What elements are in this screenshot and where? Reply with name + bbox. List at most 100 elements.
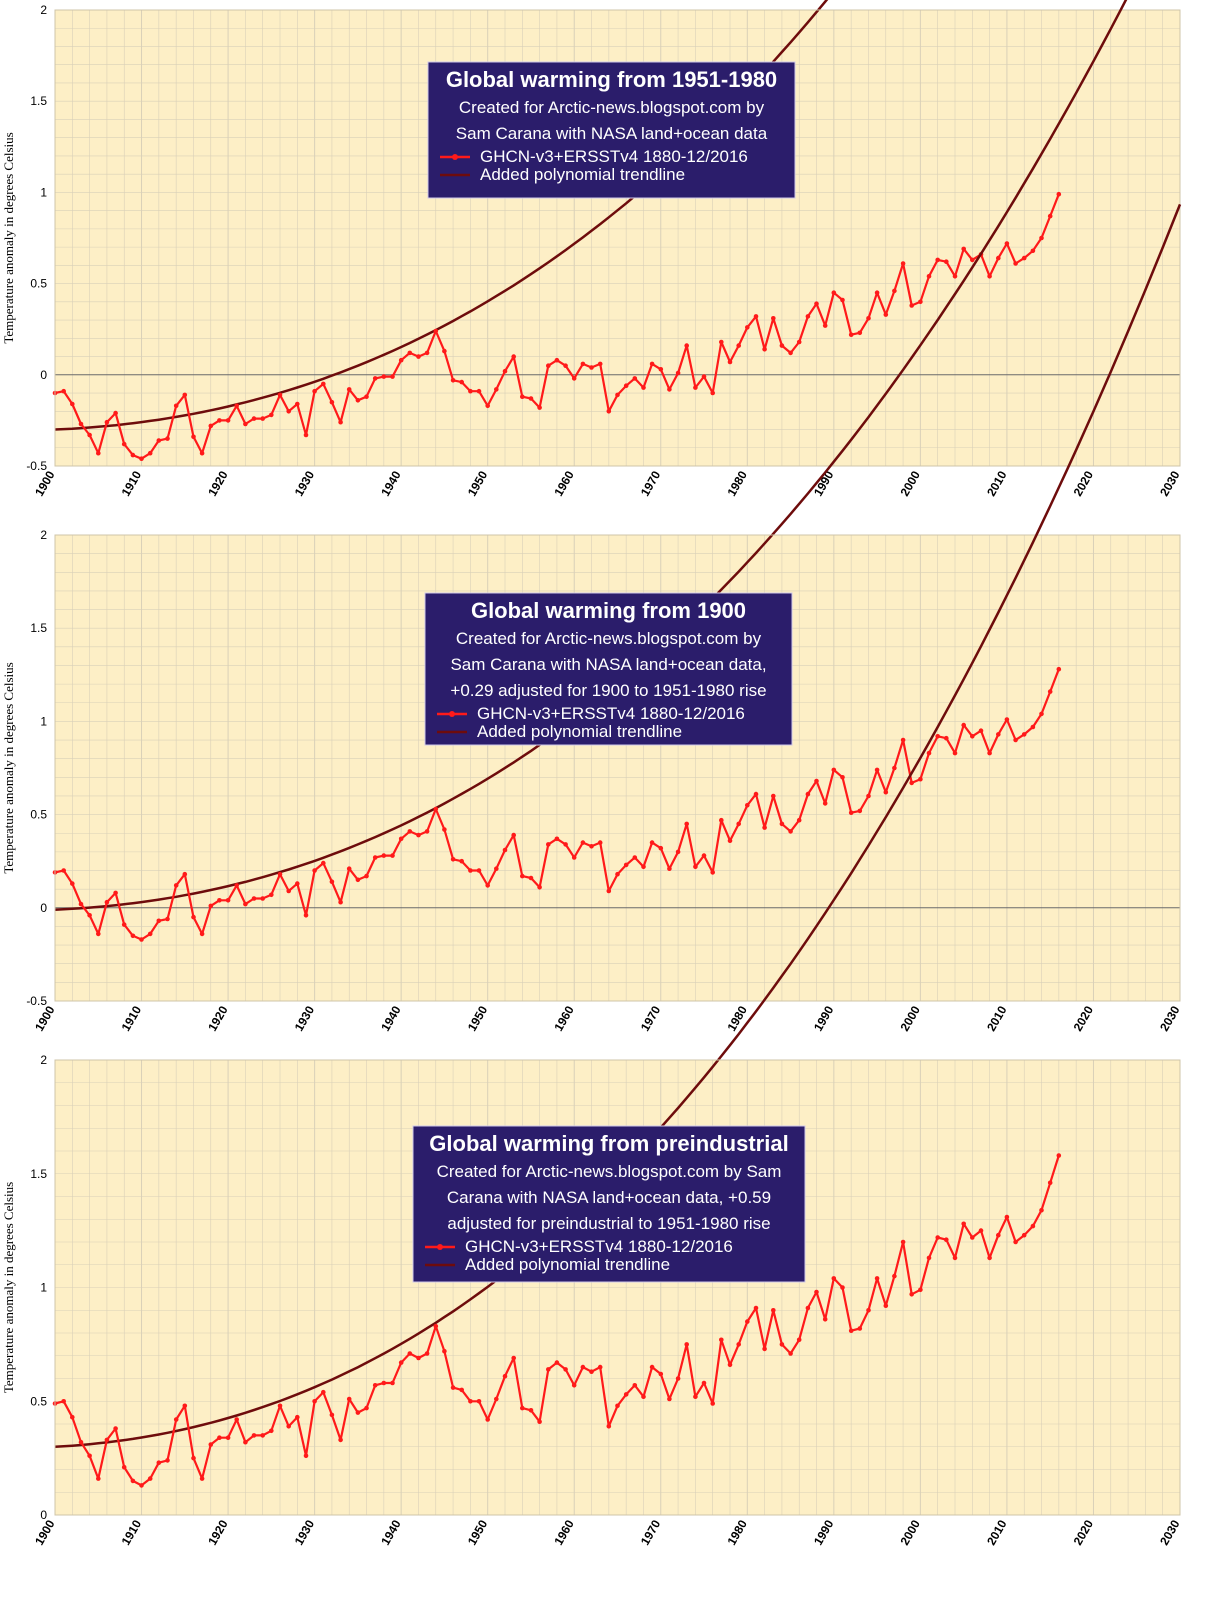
- data-point: [286, 1424, 292, 1429]
- x-tick-label: 1940: [378, 468, 404, 498]
- data-point: [779, 343, 785, 348]
- data-point: [926, 750, 932, 756]
- trendline-series: [54, 0, 829, 431]
- data-point: [623, 383, 629, 389]
- data-point: [1039, 711, 1044, 717]
- data-point: [1004, 241, 1010, 246]
- data-point: [217, 1435, 222, 1440]
- data-point: [649, 1364, 655, 1370]
- data-point: [710, 870, 715, 875]
- data-point: [762, 825, 767, 830]
- data-point: [442, 827, 447, 832]
- data-point: [321, 381, 326, 387]
- data-point: [182, 392, 188, 398]
- data-point: [883, 789, 889, 795]
- data-point: [649, 361, 655, 367]
- data-point: [606, 409, 612, 414]
- data-point: [338, 1437, 343, 1443]
- data-point: [70, 401, 75, 407]
- data-point: [606, 1424, 612, 1429]
- legend-data-marker: [437, 1244, 443, 1250]
- data-point: [632, 1383, 638, 1388]
- data-point: [814, 301, 819, 307]
- data-point: [61, 388, 66, 394]
- data-point: [554, 836, 560, 842]
- data-point: [139, 456, 144, 462]
- legend: Global warming from 1900 Created for Arct…: [424, 592, 793, 746]
- data-point: [684, 821, 689, 827]
- data-point: [459, 858, 465, 864]
- data-point: [269, 412, 274, 418]
- legend-box: [412, 1125, 806, 1283]
- data-point: [61, 868, 66, 873]
- data-point: [727, 359, 733, 365]
- x-tick-label: 2020: [1071, 1517, 1097, 1547]
- data-point: [104, 1437, 110, 1443]
- data-point: [121, 922, 127, 927]
- data-point: [494, 387, 499, 392]
- data-point: [286, 409, 292, 414]
- data-point: [1030, 1223, 1036, 1229]
- x-tick-label: 1950: [465, 1517, 491, 1547]
- data-point: [450, 1385, 456, 1390]
- data-point: [675, 1376, 681, 1381]
- data-point: [597, 361, 603, 367]
- x-tick-label: 2000: [898, 1003, 924, 1033]
- data-point: [78, 421, 84, 427]
- data-series: [52, 191, 1062, 462]
- data-point: [78, 1439, 84, 1445]
- data-point: [312, 388, 317, 394]
- data-point: [295, 881, 300, 886]
- data-point: [390, 374, 395, 379]
- data-point: [165, 1458, 170, 1463]
- data-point: [571, 376, 577, 381]
- data-point: [771, 793, 776, 799]
- data-point: [243, 901, 248, 907]
- data-point: [796, 339, 802, 345]
- legend-subtitle-line: Created for Arctic-news.blogspot.com by: [459, 98, 765, 117]
- x-tick-label: 1930: [292, 1517, 318, 1547]
- data-point: [139, 1483, 144, 1488]
- data-point: [987, 274, 992, 279]
- data-point: [727, 1362, 733, 1368]
- data-point: [996, 1232, 1001, 1238]
- legend-subtitle-line: Created for Arctic-news.blogspot.com by …: [437, 1162, 782, 1181]
- data-point: [225, 418, 231, 423]
- data-point: [909, 1292, 914, 1297]
- data-point: [485, 1417, 491, 1422]
- x-tick-label: 1920: [205, 1003, 231, 1033]
- data-point: [701, 853, 707, 858]
- legend-trend-label: Added polynomial trendline: [477, 722, 682, 741]
- y-tick-label: -0.5: [26, 459, 47, 473]
- data-point: [355, 398, 361, 403]
- data-point: [571, 855, 577, 860]
- data-point: [312, 1399, 317, 1404]
- data-point: [874, 290, 880, 296]
- data-point: [156, 438, 162, 443]
- data-point: [1056, 666, 1062, 672]
- data-point: [788, 1351, 793, 1356]
- x-tick-label: 1950: [465, 1003, 491, 1033]
- data-point: [243, 1439, 248, 1445]
- data-point: [260, 1433, 266, 1438]
- data-point: [589, 1369, 594, 1374]
- data-point: [693, 864, 698, 870]
- data-point: [303, 432, 309, 438]
- data-point: [398, 836, 404, 842]
- data-point: [1056, 191, 1062, 197]
- data-point: [900, 261, 906, 266]
- data-point: [684, 343, 689, 348]
- data-point: [632, 855, 638, 860]
- data-point: [217, 898, 222, 903]
- data-point: [424, 350, 430, 356]
- data-point: [1013, 737, 1018, 743]
- data-point: [667, 387, 672, 392]
- data-point: [199, 450, 205, 456]
- data-point: [788, 350, 793, 356]
- data-point: [277, 1403, 283, 1409]
- data-point: [831, 290, 837, 296]
- x-tick-label: 1910: [119, 1517, 145, 1547]
- data-point: [918, 776, 923, 782]
- x-tick-label: 1920: [205, 1517, 231, 1547]
- data-point: [130, 933, 136, 939]
